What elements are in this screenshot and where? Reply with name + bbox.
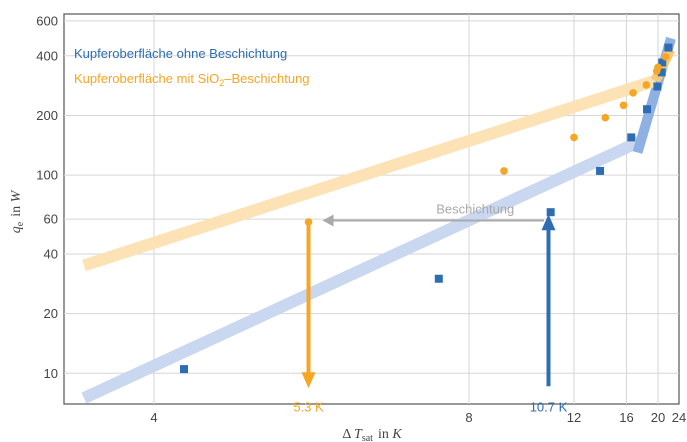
x-axis-delta: Δ <box>342 427 351 442</box>
plot-frame <box>63 13 680 405</box>
y-tick-label: 400 <box>36 48 58 63</box>
x-axis-symbol: T <box>354 427 363 442</box>
legend-label-coated-prefix: Kupferoberfläche mit SiO <box>74 71 219 86</box>
y-axis-unit: W <box>9 189 24 202</box>
tick-labels: 4 8 12 16 20 24 10 20 40 60 100 200 400 600 <box>36 13 686 425</box>
annotations: Beschichtung 5.3 K 10.7 K <box>293 202 567 415</box>
data-point-uncoated <box>434 274 443 283</box>
data-point-coated <box>661 53 670 61</box>
data-markers <box>180 43 673 374</box>
y-tick-label: 10 <box>44 366 58 381</box>
legend-label-coated-sub: 2 <box>219 78 224 88</box>
x-tick-label: 4 <box>150 410 157 425</box>
x-tick-label: 12 <box>567 410 581 425</box>
y-axis-unit-prefix: in <box>9 206 24 217</box>
data-point-uncoated <box>658 58 667 67</box>
y-tick-label: 200 <box>36 108 58 123</box>
y-tick-label: 20 <box>44 306 58 321</box>
x-axis-subscript: sat <box>362 433 373 442</box>
legend: Kupferoberfläche ohne Beschichtung Kupfe… <box>74 46 310 88</box>
data-point-uncoated <box>546 208 555 217</box>
y-tick-label: 600 <box>36 13 58 28</box>
y-tick-label: 100 <box>36 168 58 183</box>
coated-delta-label: 5.3 K <box>293 399 324 414</box>
x-tick-label: 8 <box>465 410 472 425</box>
x-tick-label: 20 <box>651 410 665 425</box>
coating-arrow-label: Beschichtung <box>436 202 514 217</box>
uncoated-delta-label: 10.7 K <box>530 399 568 414</box>
data-point-coated <box>629 89 637 97</box>
data-point-uncoated <box>180 365 188 374</box>
data-point-coated <box>619 101 628 110</box>
data-point-coated <box>570 133 578 142</box>
trend-band-coated <box>82 74 658 272</box>
data-point-coated <box>642 81 651 89</box>
coating-arrow-head <box>322 214 334 227</box>
y-axis-symbol: q <box>9 226 24 233</box>
data-point-uncoated <box>657 68 666 77</box>
coated-drop-arrow-head <box>301 372 316 389</box>
data-point-uncoated <box>664 43 673 52</box>
data-point-uncoated <box>596 166 605 175</box>
data-point-coated <box>500 167 508 175</box>
y-tick-label: 40 <box>44 246 58 261</box>
y-axis-title: qe in W <box>9 189 26 233</box>
x-axis-title: Δ Tsat in K <box>342 427 402 442</box>
legend-label-uncoated: Kupferoberfläche ohne Beschichtung <box>74 46 287 61</box>
data-point-coated <box>601 113 610 122</box>
data-point-uncoated <box>627 133 636 142</box>
uncoated-rise-arrow-head <box>541 214 556 231</box>
legend-label-coated: Kupferoberfläche mit SiO2–Beschichtung <box>74 71 310 88</box>
legend-label-coated-suffix: –Beschichtung <box>224 71 309 86</box>
trend-band-uncoated <box>81 134 645 404</box>
x-axis-unit-prefix: in <box>378 427 389 442</box>
data-point-uncoated <box>653 82 662 91</box>
y-tick-label: 60 <box>44 212 58 227</box>
data-point-uncoated <box>643 105 652 114</box>
x-axis-unit: K <box>391 427 402 442</box>
data-point-coated <box>654 63 662 72</box>
y-axis-subscript: e <box>15 221 26 226</box>
x-tick-label: 16 <box>619 410 633 425</box>
x-tick-label: 24 <box>672 410 686 425</box>
